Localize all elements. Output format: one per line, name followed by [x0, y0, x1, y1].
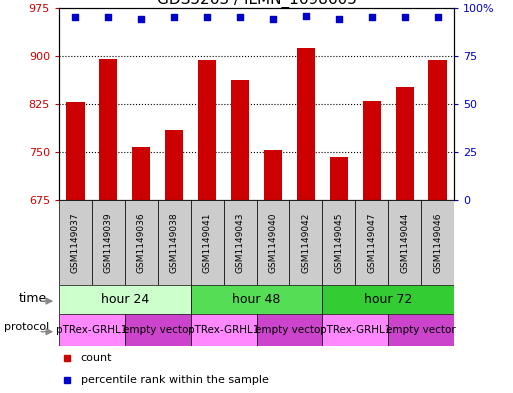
Bar [322, 200, 355, 285]
Text: GSM1149046: GSM1149046 [433, 213, 442, 273]
Title: GDS5263 / ILMN_1698605: GDS5263 / ILMN_1698605 [156, 0, 357, 8]
Bar [191, 285, 322, 314]
Bar [224, 200, 256, 285]
Text: time: time [18, 292, 47, 305]
Text: pTRex-GRHL1: pTRex-GRHL1 [188, 325, 259, 335]
Text: GSM1149043: GSM1149043 [235, 213, 245, 273]
Text: GSM1149042: GSM1149042 [301, 213, 310, 273]
Text: GSM1149044: GSM1149044 [400, 213, 409, 273]
Point [203, 14, 211, 20]
Bar [388, 200, 421, 285]
Text: GSM1149039: GSM1149039 [104, 212, 113, 273]
Bar [396, 87, 413, 200]
Text: empty vector: empty vector [254, 325, 324, 335]
Bar [59, 200, 92, 285]
Text: count: count [81, 353, 112, 364]
Bar [191, 200, 224, 285]
Text: GSM1149036: GSM1149036 [137, 212, 146, 273]
Point [71, 14, 80, 20]
Point [368, 14, 376, 20]
Bar [125, 200, 158, 285]
Point [104, 14, 112, 20]
Bar [92, 200, 125, 285]
Text: protocol: protocol [4, 322, 49, 332]
Point [137, 16, 145, 22]
Bar [330, 158, 348, 200]
Bar [297, 48, 315, 200]
Point [269, 16, 277, 22]
Text: pTRex-GRHL1: pTRex-GRHL1 [56, 325, 128, 335]
Point [302, 13, 310, 19]
Text: hour 24: hour 24 [101, 293, 149, 306]
Bar [363, 101, 381, 200]
Bar [100, 59, 117, 200]
Text: pTRex-GRHL1: pTRex-GRHL1 [320, 325, 391, 335]
Bar [132, 147, 150, 200]
Bar [388, 314, 454, 346]
Text: hour 48: hour 48 [232, 293, 281, 306]
Text: empty vector: empty vector [123, 325, 192, 335]
Bar [198, 61, 216, 200]
Bar [428, 61, 447, 200]
Point [401, 14, 409, 20]
Text: GSM1149047: GSM1149047 [367, 213, 376, 273]
Text: GSM1149041: GSM1149041 [203, 213, 212, 273]
Bar [322, 314, 388, 346]
Bar [59, 314, 125, 346]
Text: GSM1149037: GSM1149037 [71, 212, 80, 273]
Bar [125, 314, 191, 346]
Text: GSM1149045: GSM1149045 [334, 213, 343, 273]
Bar [158, 200, 191, 285]
Text: percentile rank within the sample: percentile rank within the sample [81, 375, 269, 385]
Point [433, 14, 442, 20]
Bar [256, 200, 289, 285]
Bar [289, 200, 322, 285]
Bar [264, 150, 282, 200]
Bar [355, 200, 388, 285]
Bar [191, 314, 256, 346]
Text: GSM1149040: GSM1149040 [268, 213, 278, 273]
Bar [59, 285, 191, 314]
Bar [231, 81, 249, 200]
Text: GSM1149038: GSM1149038 [170, 212, 179, 273]
Bar [421, 200, 454, 285]
Point [334, 16, 343, 22]
Point [170, 14, 179, 20]
Text: empty vector: empty vector [386, 325, 456, 335]
Point [236, 14, 244, 20]
Bar [322, 285, 454, 314]
Bar [66, 102, 85, 200]
Bar [256, 314, 322, 346]
Bar [165, 130, 183, 200]
Text: hour 72: hour 72 [364, 293, 412, 306]
